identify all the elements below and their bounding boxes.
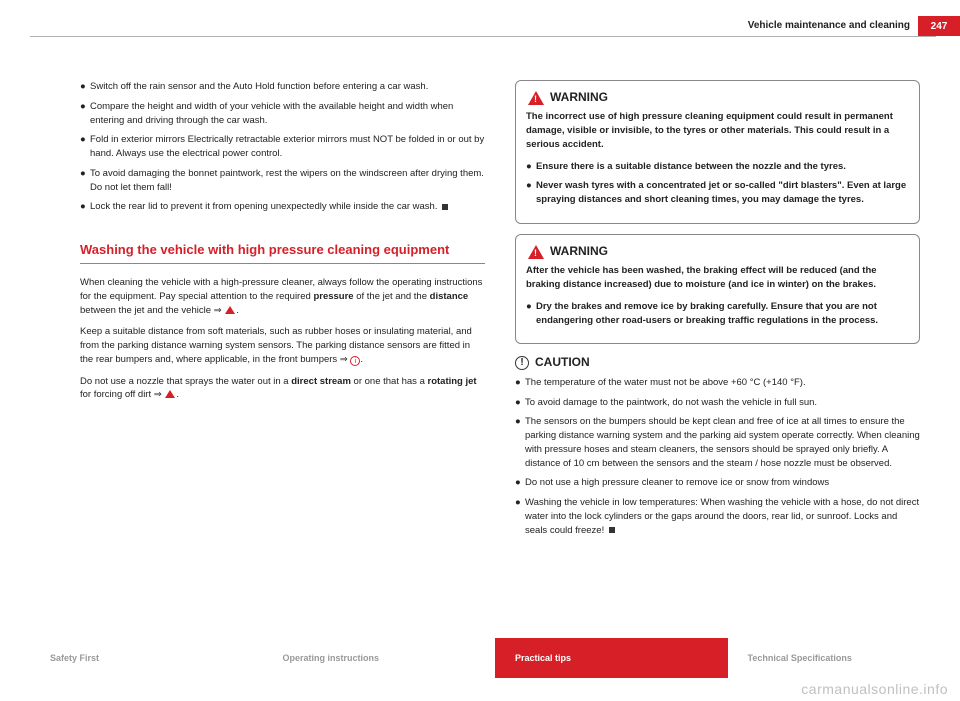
warning-box: WARNING After the vehicle has been washe… [515,234,920,344]
page-number-tab: 247 [918,16,960,36]
text-run: between the jet and the vehicle ⇒ [80,305,224,316]
text-run: direct stream [291,376,351,387]
warning-heading: WARNING [526,89,909,106]
warning-icon [528,245,544,259]
bullet-text: The sensors on the bumpers should be kep… [525,415,920,470]
warning-ref-icon [225,306,235,314]
caution-heading: ! CAUTION [515,354,920,371]
watermark: carmanualsonline.info [801,681,948,697]
end-marker-icon [609,527,615,533]
paragraph: When cleaning the vehicle with a high-pr… [80,276,485,317]
section-rule [80,263,485,264]
bullet-text: Washing the vehicle in low temperatures:… [525,497,919,536]
paragraph: Keep a suitable distance from soft mater… [80,325,485,366]
list-item: ●To avoid damaging the bonnet paintwork,… [80,167,485,195]
bullet-text: To avoid damage to the paintwork, do not… [525,396,817,410]
caution-icon: ! [515,356,529,370]
list-item: ●Ensure there is a suitable distance bet… [526,160,909,174]
header-section-title: Vehicle maintenance and cleaning [748,20,910,31]
footer-tab-technical[interactable]: Technical Specifications [728,638,960,678]
list-item: ●Fold in exterior mirrors Electrically r… [80,133,485,161]
warning-ref-icon [165,390,175,398]
list-item: ●Compare the height and width of your ve… [80,100,485,128]
bullet-text: Fold in exterior mirrors Electrically re… [90,133,485,161]
warning-icon [528,91,544,105]
list-item: ●The temperature of the water must not b… [515,376,920,390]
warning-intro: After the vehicle has been washed, the b… [526,264,909,292]
footer-tab-operating[interactable]: Operating instructions [263,638,496,678]
bullet-text: Switch off the rain sensor and the Auto … [90,80,428,94]
text-run: Keep a suitable distance from soft mater… [80,326,472,365]
end-marker-icon [442,204,448,210]
bullet-text: Do not use a high pressure cleaner to re… [525,476,829,490]
bullet-text: The temperature of the water must not be… [525,376,806,390]
caution-label: CAUTION [535,354,590,371]
info-ref-icon: i [350,356,360,366]
footer-tab-practical[interactable]: Practical tips [495,638,728,678]
text-run: rotating jet [428,376,477,387]
header-rule [30,36,936,37]
warning-box: WARNING The incorrect use of high pressu… [515,80,920,224]
warning-heading: WARNING [526,243,909,260]
text-run: pressure [313,291,353,302]
left-column: ●Switch off the rain sensor and the Auto… [80,80,485,621]
bullet-text: Never wash tyres with a concentrated jet… [536,179,909,207]
warning-label: WARNING [550,89,608,106]
text-run: of the jet and the [354,291,430,302]
text-run: or one that has a [351,376,428,387]
page: 247 Vehicle maintenance and cleaning ●Sw… [0,0,960,701]
content-area: ●Switch off the rain sensor and the Auto… [80,80,920,621]
paragraph: Do not use a nozzle that sprays the wate… [80,375,485,403]
bullet-text: Lock the rear lid to prevent it from ope… [90,201,437,212]
bullet-text: Ensure there is a suitable distance betw… [536,160,846,174]
list-item: ●Do not use a high pressure cleaner to r… [515,476,920,490]
bullet-text: Dry the brakes and remove ice by braking… [536,300,909,328]
list-item: ●Washing the vehicle in low temperatures… [515,496,920,537]
warning-intro: The incorrect use of high pressure clean… [526,110,909,151]
warning-label: WARNING [550,243,608,260]
list-item: ●The sensors on the bumpers should be ke… [515,415,920,470]
footer-nav: Safety First Operating instructions Prac… [30,638,960,678]
text-run: Do not use a nozzle that sprays the wate… [80,376,291,387]
bullet-text: To avoid damaging the bonnet paintwork, … [90,167,485,195]
section-heading: Washing the vehicle with high pressure c… [80,242,485,259]
list-item: ●Never wash tyres with a concentrated je… [526,179,909,207]
right-column: WARNING The incorrect use of high pressu… [515,80,920,621]
footer-tab-safety[interactable]: Safety First [30,638,263,678]
text-run: distance [430,291,469,302]
text-run: for forcing off dirt ⇒ [80,389,164,400]
list-item: ●Dry the brakes and remove ice by brakin… [526,300,909,328]
list-item: ●Lock the rear lid to prevent it from op… [80,200,485,214]
list-item: ●Switch off the rain sensor and the Auto… [80,80,485,94]
list-item: ●To avoid damage to the paintwork, do no… [515,396,920,410]
bullet-text: Compare the height and width of your veh… [90,100,485,128]
